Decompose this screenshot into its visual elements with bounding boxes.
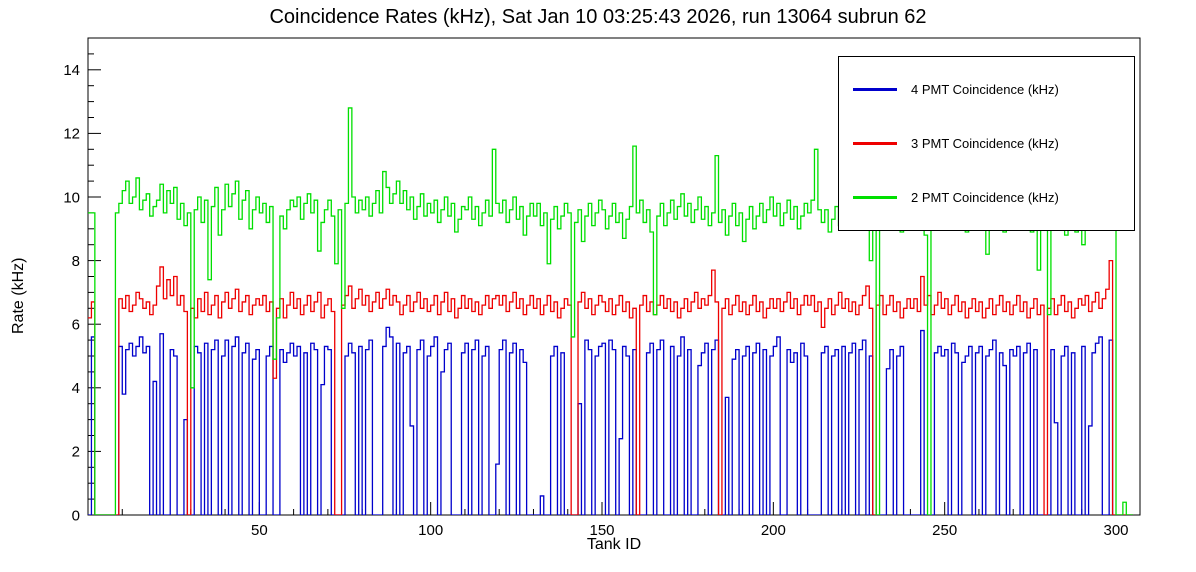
legend-label-2pmt: 2 PMT Coincidence (kHz) [911, 189, 1059, 205]
svg-text:6: 6 [72, 316, 80, 333]
svg-text:4: 4 [72, 380, 80, 397]
svg-text:100: 100 [418, 522, 443, 539]
series-4pmt-line [88, 326, 1134, 515]
x-axis-label: Tank ID [586, 536, 642, 553]
svg-text:0: 0 [72, 507, 80, 524]
tick-labels: 0 2 4 6 8 10 12 14 50 100 150 200 250 300 [63, 62, 1128, 539]
svg-text:14: 14 [63, 62, 80, 79]
legend-entry-4pmt: 4 PMT Coincidence (kHz) [839, 82, 1134, 97]
legend-entry-3pmt: 3 PMT Coincidence (kHz) [839, 136, 1134, 151]
series-3pmt-line [88, 259, 1134, 515]
svg-text:50: 50 [251, 522, 268, 539]
svg-text:150: 150 [589, 522, 614, 539]
svg-text:300: 300 [1103, 522, 1128, 539]
svg-text:250: 250 [932, 522, 957, 539]
y-axis-label: Rate (kHz) [10, 257, 27, 334]
legend-line-4pmt-icon [853, 88, 897, 92]
legend-label-3pmt: 3 PMT Coincidence (kHz) [911, 135, 1059, 151]
legend-line-2pmt-icon [853, 195, 897, 199]
svg-text:12: 12 [63, 126, 80, 143]
legend: 4 PMT Coincidence (kHz) 3 PMT Coincidenc… [838, 56, 1135, 231]
legend-entry-2pmt: 2 PMT Coincidence (kHz) [839, 190, 1134, 205]
legend-label-4pmt: 4 PMT Coincidence (kHz) [911, 82, 1059, 98]
svg-text:200: 200 [761, 522, 786, 539]
svg-text:10: 10 [63, 189, 80, 206]
legend-line-3pmt-icon [853, 141, 897, 145]
chart-title: Coincidence Rates (kHz), Sat Jan 10 03:2… [269, 6, 927, 28]
svg-text:2: 2 [72, 444, 80, 461]
svg-text:8: 8 [72, 253, 80, 270]
